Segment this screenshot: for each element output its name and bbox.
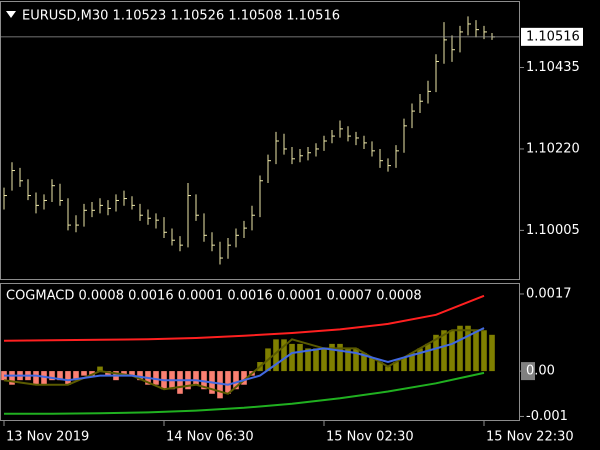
histogram-bar xyxy=(97,366,103,372)
histogram-bar xyxy=(49,371,55,381)
y-tick-label: 1.10435 xyxy=(526,60,580,75)
histogram-bar xyxy=(457,325,463,372)
histogram-bar xyxy=(137,371,143,381)
histogram-bar xyxy=(217,371,223,399)
histogram-bar xyxy=(449,330,455,372)
y-tick-label: 0.00 xyxy=(526,364,555,379)
y-tick-label: 1.10220 xyxy=(526,141,580,156)
histogram-bar xyxy=(153,371,159,385)
histogram-bar xyxy=(353,348,359,372)
histogram-bar xyxy=(369,357,375,372)
histogram-bar xyxy=(401,357,407,372)
indicator-line xyxy=(4,371,485,415)
histogram-bar xyxy=(329,343,335,372)
histogram-bar xyxy=(481,330,487,372)
histogram-bar xyxy=(337,343,343,372)
histogram-bar xyxy=(377,362,383,372)
histogram-bar xyxy=(281,339,287,372)
histogram-bar xyxy=(225,371,231,394)
indicator-line xyxy=(3,294,485,342)
histogram-bar xyxy=(305,348,311,372)
histogram-bar xyxy=(289,343,295,372)
histogram-bar xyxy=(313,348,319,372)
histogram-bar xyxy=(177,371,183,394)
y-tick-label: 0.0017 xyxy=(526,286,572,301)
histogram-bar xyxy=(425,343,431,372)
histogram-bar xyxy=(241,371,247,385)
histogram-bar xyxy=(41,371,47,385)
histogram-bar xyxy=(73,371,79,381)
histogram-bar xyxy=(33,371,39,385)
indicator-title: COGMACD 0.0008 0.0016 0.0001 0.0016 0.00… xyxy=(6,289,422,304)
last-price-box xyxy=(521,27,583,46)
x-tick-label: 15 Nov 22:30 xyxy=(486,430,574,445)
window-menu-arrow[interactable] xyxy=(6,11,16,18)
histogram-bar xyxy=(65,371,71,385)
histogram-bar xyxy=(361,352,367,372)
indicator-pane-frame xyxy=(0,283,520,421)
histogram-bar xyxy=(321,348,327,372)
price-pane-frame xyxy=(0,1,520,280)
zero-label-box xyxy=(521,362,535,381)
histogram-bar xyxy=(489,334,495,372)
histogram-bar xyxy=(345,348,351,372)
histogram-bar xyxy=(393,362,399,372)
histogram-bar xyxy=(105,371,111,376)
histogram-bar xyxy=(81,371,87,376)
histogram-bar xyxy=(129,371,135,376)
x-tick-label: 15 Nov 02:30 xyxy=(326,430,414,445)
histogram-bar xyxy=(9,371,15,385)
histogram-bar xyxy=(57,371,63,381)
histogram-bar xyxy=(465,325,471,372)
histogram-bar xyxy=(417,348,423,372)
histogram-bar xyxy=(201,371,207,390)
histogram-bar xyxy=(121,371,127,376)
last-price-label: 1.10516 xyxy=(526,29,580,44)
y-tick-label: 1.10005 xyxy=(526,223,580,238)
histogram-bar xyxy=(385,366,391,372)
histogram-bar xyxy=(297,343,303,372)
histogram-bar xyxy=(433,334,439,372)
price-title: EURUSD,M30 1.10523 1.10526 1.10508 1.105… xyxy=(22,9,340,24)
histogram-bar xyxy=(89,371,95,376)
histogram-bar xyxy=(273,339,279,372)
y-tick-label: -0.001 xyxy=(526,409,568,424)
x-tick-label: 13 Nov 2019 xyxy=(6,430,89,445)
histogram-bar xyxy=(441,330,447,372)
histogram-bar xyxy=(473,330,479,372)
histogram-bar xyxy=(193,371,199,385)
indicator-line xyxy=(4,327,485,386)
histogram-bar xyxy=(233,371,239,390)
histogram-bar xyxy=(409,352,415,372)
x-tick-label: 14 Nov 06:30 xyxy=(166,430,254,445)
